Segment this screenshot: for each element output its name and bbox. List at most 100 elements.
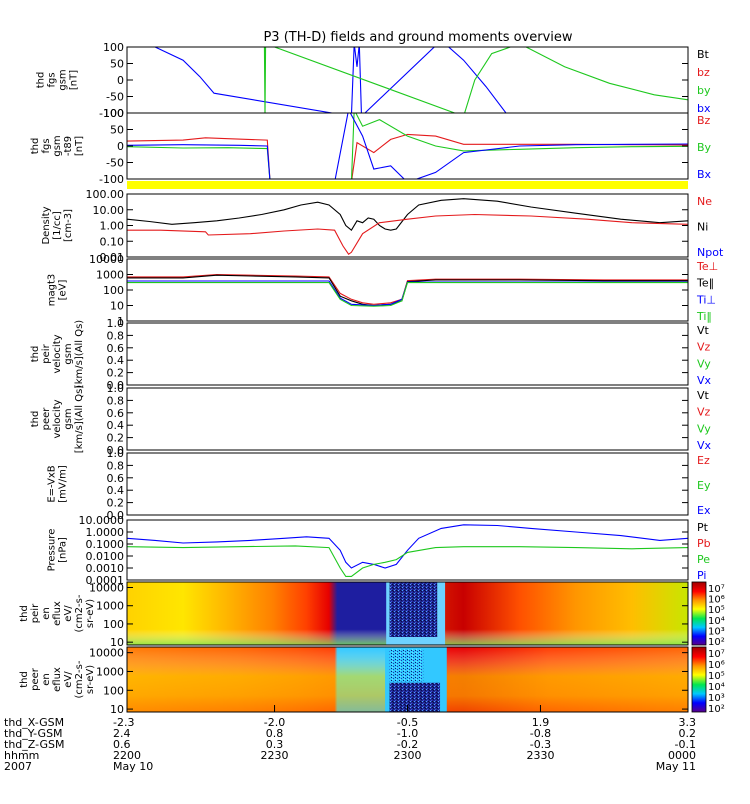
legend-entry: Ni: [697, 221, 708, 234]
series-line-bx: [150, 47, 507, 113]
legend-entry: Te⊥: [696, 260, 718, 273]
x-row-value: -0.5: [397, 716, 418, 729]
legend-entry: Ti‖: [696, 310, 712, 323]
colorbar-tick-label: 10⁶: [708, 660, 725, 671]
x-row-value: 2300: [394, 749, 422, 762]
y-axis-label-line: peir: [41, 343, 52, 363]
panel-peir_spectrum: 10000 1000 100 10 thd peir en eflux eV/(cm2-s-sr…: [19, 581, 689, 649]
panel-density: 100.00 10.00 1.00 0.10 0.01 Density [1/cc] [cm-…: [41, 188, 724, 264]
series-line-Pe: [127, 545, 688, 577]
flag-bar: [127, 181, 688, 189]
panel-fgs: 100 50 0 -50 -100 thd fgs gsm [nT] Bt bz by bx: [36, 41, 711, 120]
series-line-Te‖: [127, 274, 688, 307]
y-tick-label: 1000: [96, 600, 124, 613]
y-axis-label: thd peer velocity gsm [km/s](All Qs): [30, 385, 85, 453]
x-row-value: 2200: [113, 749, 141, 762]
y-axis-label-line: sr-eV): [85, 665, 96, 694]
legend-entry: Vy: [697, 422, 711, 435]
y-tick-label: 0.2: [107, 367, 125, 380]
panel-temperature: 10000 1000 100 10 1 magt3 [eV] Te⊥ Te‖ Ti⊥ Ti‖: [47, 253, 719, 328]
y-tick-label: 0: [117, 74, 124, 87]
x-row-value: 0.8: [266, 727, 284, 740]
y-tick-label: 1.0: [107, 447, 125, 460]
y-axis-label-line: thd: [19, 605, 30, 622]
colorbar-tick-label: 10²: [708, 637, 725, 648]
legend-entry: Vt: [697, 389, 710, 402]
x-row-value: -1.0: [397, 727, 418, 740]
y-axis-label: thd peir velocity gsm [km/s](All Qs): [30, 320, 85, 388]
x-row-value: 0.2: [679, 727, 697, 740]
y-tick-label: 0.4: [107, 354, 125, 367]
y-tick-label: 1.00: [100, 220, 125, 233]
colorbar-tick-label: 10⁴: [708, 616, 725, 627]
y-axis-label-line: eV/: [63, 605, 74, 622]
y-axis-label-line: (cm2-s-: [74, 594, 85, 632]
x-row-value: 1.9: [532, 716, 550, 729]
y-tick-label: 0.8: [107, 459, 125, 472]
y-axis-label-line: eV/: [63, 671, 74, 688]
panel-fgs_t89: 100 50 0 -50 -100 thd fgs gsm -t89 [nT] Bz By Bx: [30, 107, 712, 186]
y-axis-label-line: Pressure: [47, 529, 58, 572]
colorbar-tick-label: 10⁶: [708, 595, 725, 606]
y-tick-label: 0.0010: [86, 562, 125, 575]
legend-entry: bx: [697, 102, 711, 115]
x-row-value: -2.0: [264, 716, 285, 729]
spectrogram-gap: [389, 582, 438, 637]
y-tick-label: 100: [103, 41, 124, 54]
legend-entry: Pe: [697, 553, 710, 566]
series-line-By: [127, 113, 688, 179]
legend-entry: Vx: [697, 439, 712, 452]
legend-entry: Pt: [697, 521, 709, 534]
x-row-value: -0.2: [397, 738, 418, 751]
y-axis-label: thd peer en eflux eV/(cm2-s-sr-eV): [19, 660, 96, 698]
y-tick-label: 0.2: [107, 497, 125, 510]
panel-frame: [126, 322, 689, 386]
y-axis-label-line: [nT]: [69, 70, 80, 90]
y-axis-label-line: magt3: [47, 274, 58, 307]
y-tick-label: 0.0100: [86, 550, 125, 563]
series-line-Te⊥: [127, 273, 688, 305]
y-axis-label-line: gsm: [58, 69, 69, 90]
y-axis-label-line: [cm-3]: [63, 209, 74, 242]
panel-frame: [126, 193, 689, 258]
y-axis-label-line: (cm2-s-: [74, 660, 85, 698]
y-axis-label-line: velocity: [52, 399, 63, 438]
y-tick-label: 10000: [89, 581, 124, 594]
colorbar-tick-label: 10⁴: [708, 682, 725, 693]
x-row-value: -0.8: [530, 727, 551, 740]
y-tick-label: 50: [110, 58, 124, 71]
legend-entry: Vt: [697, 324, 710, 337]
colorbar-tick-label: 10²: [708, 704, 725, 715]
series-line-Pi: [127, 524, 688, 569]
y-axis-label-line: peer: [30, 667, 41, 691]
colorbar-gradient: [691, 646, 707, 713]
y-axis-label: E=-VxB [mV/m]: [47, 465, 69, 503]
legend-entry: Vx: [697, 374, 712, 387]
y-axis-label-line: thd: [30, 346, 41, 363]
y-tick-label: 1: [117, 315, 124, 328]
x-row-value: May 11: [656, 760, 696, 773]
y-tick-label: 1000: [96, 665, 124, 678]
y-tick-label: 0.10: [100, 235, 125, 248]
y-tick-label: 1.0: [107, 382, 125, 395]
panel-frame: [126, 112, 689, 180]
y-tick-label: 0.6: [107, 472, 125, 485]
y-axis-label-line: [km/s](All Qs): [74, 385, 85, 453]
colorbar-tick-label: 10³: [708, 626, 725, 637]
legend-entry: Ey: [697, 479, 711, 492]
y-tick-label: 0.01: [100, 251, 125, 264]
y-axis-label-line: thd: [19, 671, 30, 688]
x-row-value: -0.3: [530, 738, 551, 751]
y-tick-label: 0.0: [107, 444, 125, 457]
x-row-value: -2.3: [113, 716, 134, 729]
y-axis-label-line: [1/cc]: [52, 211, 63, 240]
y-axis-label-line: eflux: [52, 667, 63, 692]
colorbar-tick-label: 10⁵: [708, 671, 725, 682]
